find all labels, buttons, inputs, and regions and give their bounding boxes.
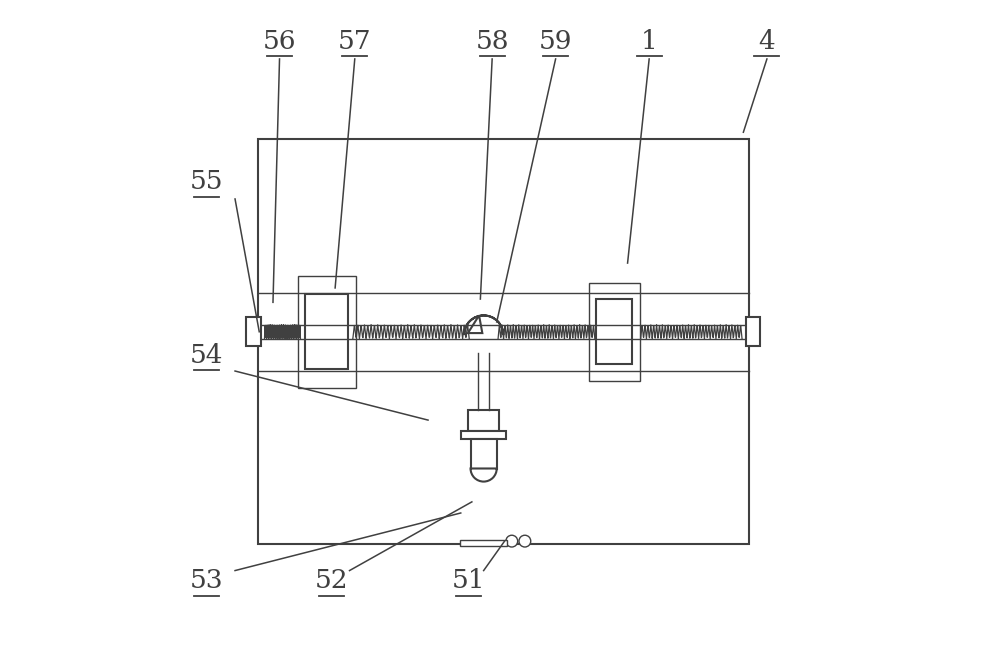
Text: 57: 57 <box>338 29 372 54</box>
Text: 59: 59 <box>539 29 572 54</box>
Bar <box>596 299 632 365</box>
Bar <box>589 283 640 381</box>
Bar <box>461 431 506 439</box>
Text: 58: 58 <box>475 29 509 54</box>
Bar <box>746 317 760 346</box>
Circle shape <box>519 535 531 547</box>
Text: 56: 56 <box>263 29 296 54</box>
Circle shape <box>506 535 518 547</box>
Bar <box>258 139 749 545</box>
Bar <box>305 294 348 369</box>
Wedge shape <box>464 315 503 335</box>
Bar <box>471 439 497 468</box>
Bar <box>460 541 507 546</box>
Bar <box>246 317 261 346</box>
Polygon shape <box>468 315 482 333</box>
Text: 53: 53 <box>190 568 224 593</box>
Text: 4: 4 <box>759 29 775 54</box>
Bar <box>468 410 499 431</box>
Text: 51: 51 <box>452 568 485 593</box>
Text: 52: 52 <box>314 568 348 593</box>
Text: 54: 54 <box>190 343 224 368</box>
Wedge shape <box>471 468 497 482</box>
Bar <box>298 276 356 388</box>
Text: 55: 55 <box>190 170 224 194</box>
Text: 1: 1 <box>641 29 658 54</box>
